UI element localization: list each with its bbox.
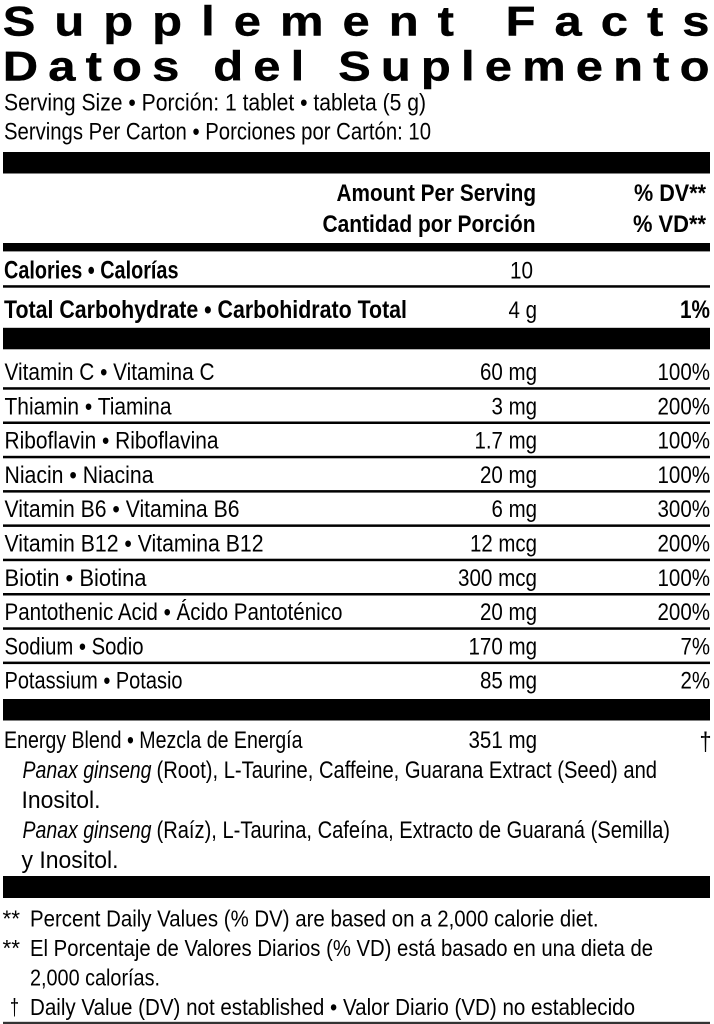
svg-text:2,000 calorías.: 2,000 calorías. — [30, 964, 160, 990]
svg-text:Panax ginseng: Panax ginseng — [23, 757, 153, 784]
svg-text:Vitamin B6 • Vitamina B6: Vitamin B6 • Vitamina B6 — [5, 496, 240, 523]
svg-text:300%: 300% — [658, 496, 711, 523]
svg-text:2%: 2% — [681, 668, 711, 695]
svg-text:Panax ginseng: Panax ginseng — [23, 817, 153, 844]
svg-text:Supplement Facts: Supplement Facts — [3, 0, 710, 45]
svg-text:% VD**: % VD** — [633, 211, 707, 238]
svg-text:Serving Size • Porción: 1 tabl: Serving Size • Porción: 1 tablet • table… — [4, 90, 426, 117]
svg-text:†: † — [700, 727, 712, 757]
svg-text:(Root), L-Taurine, Caffeine, G: (Root), L-Taurine, Caffeine, Guarana Ext… — [157, 757, 658, 784]
svg-text:1.7 mg: 1.7 mg — [475, 428, 538, 455]
svg-text:85 mg: 85 mg — [480, 668, 537, 695]
svg-text:Cantidad por Porción: Cantidad por Porción — [323, 211, 536, 238]
svg-text:% DV**: % DV** — [634, 180, 707, 207]
svg-text:351 mg: 351 mg — [469, 727, 538, 754]
svg-text:20 mg: 20 mg — [480, 599, 537, 626]
svg-text:Pantothenic Acid • Ácido Panto: Pantothenic Acid • Ácido Pantoténico — [5, 599, 343, 626]
svg-text:y Inositol.: y Inositol. — [22, 847, 119, 874]
svg-text:Amount Per Serving: Amount Per Serving — [337, 180, 537, 207]
svg-text:100%: 100% — [658, 359, 711, 386]
svg-text:Vitamin B12 • Vitamina B12: Vitamin B12 • Vitamina B12 — [5, 531, 264, 558]
svg-text:200%: 200% — [658, 599, 711, 626]
svg-text:Vitamin C • Vitamina C: Vitamin C • Vitamina C — [5, 359, 215, 386]
svg-text:3 mg: 3 mg — [492, 393, 538, 420]
svg-text:6 mg: 6 mg — [492, 496, 538, 523]
svg-text:Biotin • Biotina: Biotin • Biotina — [5, 565, 148, 592]
svg-text:170 mg: 170 mg — [469, 633, 538, 660]
svg-text:1%: 1% — [680, 296, 710, 324]
svg-text:Niacin • Niacina: Niacin • Niacina — [5, 462, 155, 489]
svg-text:60 mg: 60 mg — [480, 359, 537, 386]
svg-text:Energy Blend • Mezcla de Energ: Energy Blend • Mezcla de Energía — [4, 727, 303, 754]
svg-text:100%: 100% — [658, 428, 711, 455]
svg-text:**: ** — [3, 935, 21, 961]
svg-text:Daily Value (DV) not establish: Daily Value (DV) not established • Valor… — [30, 994, 635, 1020]
svg-text:20 mg: 20 mg — [480, 462, 537, 489]
svg-text:7%: 7% — [681, 633, 711, 660]
svg-text:Inositol.: Inositol. — [22, 787, 101, 814]
svg-text:Percent Daily Values (% DV) ar: Percent Daily Values (% DV) are based on… — [30, 905, 599, 931]
svg-text:Sodium • Sodio: Sodium • Sodio — [5, 633, 144, 660]
svg-text:El Porcentaje de Valores Diari: El Porcentaje de Valores Diarios (% VD) … — [30, 935, 653, 961]
svg-text:100%: 100% — [658, 565, 711, 592]
svg-text:(Raíz), L-Taurina, Cafeína, Ex: (Raíz), L-Taurina, Cafeína, Extracto de … — [157, 817, 671, 844]
svg-text:Servings Per Carton • Porcione: Servings Per Carton • Porciones por Cart… — [4, 118, 431, 145]
svg-text:**: ** — [3, 905, 21, 931]
svg-text:100%: 100% — [658, 462, 711, 489]
svg-text:Datos del Suplemento: Datos del Suplemento — [3, 43, 710, 90]
svg-text:200%: 200% — [658, 531, 711, 558]
svg-text:300 mcg: 300 mcg — [458, 565, 537, 592]
svg-text:Riboflavin • Riboflavina: Riboflavin • Riboflavina — [5, 428, 220, 455]
svg-text:†: † — [10, 994, 19, 1020]
svg-text:12 mcg: 12 mcg — [470, 531, 537, 558]
svg-text:Total Carbohydrate • Carbohidr: Total Carbohydrate • Carbohidrato Total — [4, 296, 407, 324]
svg-text:Thiamin • Tiamina: Thiamin • Tiamina — [5, 393, 173, 420]
svg-text:4 g: 4 g — [509, 297, 538, 324]
svg-text:Calories • Calorías: Calories • Calorías — [4, 257, 179, 285]
svg-text:10: 10 — [510, 258, 533, 285]
svg-text:200%: 200% — [658, 393, 711, 420]
svg-text:Potassium • Potasio: Potassium • Potasio — [5, 668, 183, 695]
